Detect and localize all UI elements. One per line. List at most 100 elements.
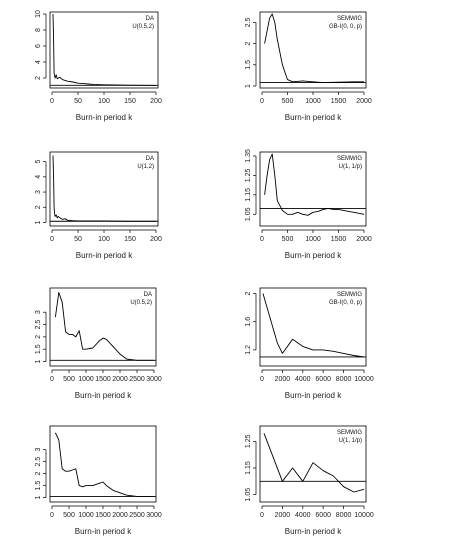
x-axis-label: Burn-in period k	[75, 391, 132, 400]
x-axis-label: Burn-in period k	[76, 251, 133, 260]
plot-frame	[259, 425, 367, 503]
x-tick-label: 2000	[356, 236, 372, 243]
y-tick-label: 4	[35, 175, 42, 179]
y-tick-label: 2	[35, 76, 42, 80]
x-tick-label: 0	[260, 98, 264, 105]
plot-frame	[49, 11, 159, 89]
legend-label: SEMWIG	[337, 156, 362, 162]
series-line	[54, 432, 154, 497]
y-tick-label: 10	[35, 10, 42, 18]
x-tick-label: 4000	[295, 512, 311, 519]
y-tick-label: 2	[35, 205, 42, 209]
x-tick-label: 3000	[146, 376, 162, 383]
x-tick-label: 500	[282, 98, 294, 105]
x-tick-label: 50	[74, 236, 82, 243]
x-tick-label: 0	[260, 236, 264, 243]
legend-label: DA	[144, 292, 152, 298]
series-line	[264, 13, 364, 84]
series-line	[262, 293, 365, 358]
x-tick-label: 500	[63, 512, 75, 519]
y-tick-label: 3	[35, 190, 42, 194]
chart-panel-8: 0 2000 4000 6000 8000 10000 1.05 1.15 1.25 SEMWIG…	[245, 425, 374, 536]
legend-label: SEMWIG	[337, 16, 362, 22]
x-tick-label: 2000	[275, 512, 291, 519]
y-tick-label: 2	[245, 291, 252, 295]
y-tick-label: 8	[35, 28, 42, 32]
x-tick-label: 0	[50, 376, 54, 383]
x-tick-label: 1500	[331, 98, 347, 105]
y-tick-label: 1.25	[245, 168, 252, 182]
x-tick-label: 1000	[78, 376, 94, 383]
legend-label: U(0.5,2)	[132, 24, 154, 30]
x-tick-label: 0	[260, 512, 264, 519]
x-tick-label: 1500	[331, 236, 347, 243]
x-tick-label: 1000	[305, 236, 321, 243]
y-tick-label: 1	[35, 220, 42, 224]
chart-panel-2: 0 500 1000 1500 2000 1 1.5 2 2.5 SEMWIG GB-I(0, 0,…	[245, 11, 372, 122]
legend-label: GB-I(0, 0, p)	[329, 24, 362, 30]
y-tick-label: 2	[35, 335, 42, 339]
chart-panel-1: 0 50 100 150 200 2 4 6 8 10 DA U(0.5,2) Burn-in peri…	[35, 10, 162, 122]
y-tick-label: 1.05	[245, 207, 252, 221]
x-axis-label: Burn-in period k	[75, 527, 132, 536]
y-tick-label: 3	[35, 448, 42, 452]
legend-label: DA	[146, 16, 154, 22]
x-axis-label: Burn-in period k	[76, 113, 133, 122]
x-tick-label: 0	[50, 98, 54, 105]
y-tick-label: 2.5	[35, 457, 42, 467]
x-tick-label: 50	[74, 98, 82, 105]
series-line	[264, 153, 365, 216]
x-axis-label: Burn-in period k	[285, 251, 342, 260]
legend-label: U(0.5,2)	[130, 300, 152, 306]
x-tick-label: 2500	[129, 376, 145, 383]
x-tick-label: 150	[124, 236, 136, 243]
x-tick-label: 6000	[315, 376, 331, 383]
x-tick-label: 500	[282, 236, 294, 243]
x-tick-label: 6000	[315, 512, 331, 519]
x-tick-label: 1500	[95, 512, 111, 519]
x-tick-label: 100	[98, 98, 110, 105]
x-tick-label: 0	[50, 236, 54, 243]
series-line	[263, 433, 365, 493]
legend-label: GB-I(0, 0, p)	[329, 300, 362, 306]
y-tick-label: 1.5	[35, 344, 42, 354]
y-tick-label: 1	[245, 84, 252, 88]
plot-frame	[259, 151, 367, 227]
x-tick-label: 500	[63, 376, 75, 383]
x-tick-label: 8000	[336, 376, 352, 383]
x-tick-label: 1000	[78, 512, 94, 519]
x-tick-label: 100	[98, 236, 110, 243]
x-axis-label: Burn-in period k	[285, 391, 342, 400]
chart-panel-6: 0 2000 4000 6000 8000 10000 1.2 1.6 2 SEMWIG GB-I(…	[245, 287, 374, 400]
x-tick-label: 2500	[129, 512, 145, 519]
x-tick-label: 200	[150, 236, 162, 243]
x-tick-label: 1000	[305, 98, 321, 105]
x-tick-label: 10000	[354, 512, 374, 519]
legend-label: U(1, 1/p)	[339, 438, 362, 444]
y-tick-label: 1.35	[245, 149, 252, 163]
legend-label: U(1, 1/p)	[339, 164, 362, 170]
legend-label: U(1,2)	[137, 164, 154, 170]
chart-panel-4: 0 500 1000 1500 2000 1.05 1.15 1.25 1.35 SEMWIG U(…	[245, 149, 372, 260]
y-tick-label: 1.6	[245, 317, 252, 327]
y-tick-label: 3	[35, 310, 42, 314]
y-tick-label: 2	[35, 472, 42, 476]
y-tick-label: 1.15	[245, 188, 252, 202]
plot-frame	[49, 151, 159, 227]
y-tick-label: 1.5	[245, 60, 252, 70]
x-tick-label: 150	[124, 98, 136, 105]
y-tick-label: 2.5	[35, 320, 42, 330]
y-tick-label: 6	[35, 44, 42, 48]
x-tick-label: 2000	[275, 376, 291, 383]
x-tick-label: 200	[150, 98, 162, 105]
x-tick-label: 2000	[356, 98, 372, 105]
y-tick-label: 1.05	[245, 488, 252, 502]
y-tick-label: 1.5	[35, 481, 42, 491]
y-tick-label: 1.2	[245, 345, 252, 355]
x-tick-label: 0	[50, 512, 54, 519]
y-tick-label: 1.15	[245, 461, 252, 475]
y-tick-label: 1.25	[245, 434, 252, 448]
x-tick-label: 10000	[354, 376, 374, 383]
chart-panel-5: 0 500 1000 1500 2000 2500 3000 1 1.5 2 2.5 3 DA U(0.5…	[35, 287, 162, 400]
